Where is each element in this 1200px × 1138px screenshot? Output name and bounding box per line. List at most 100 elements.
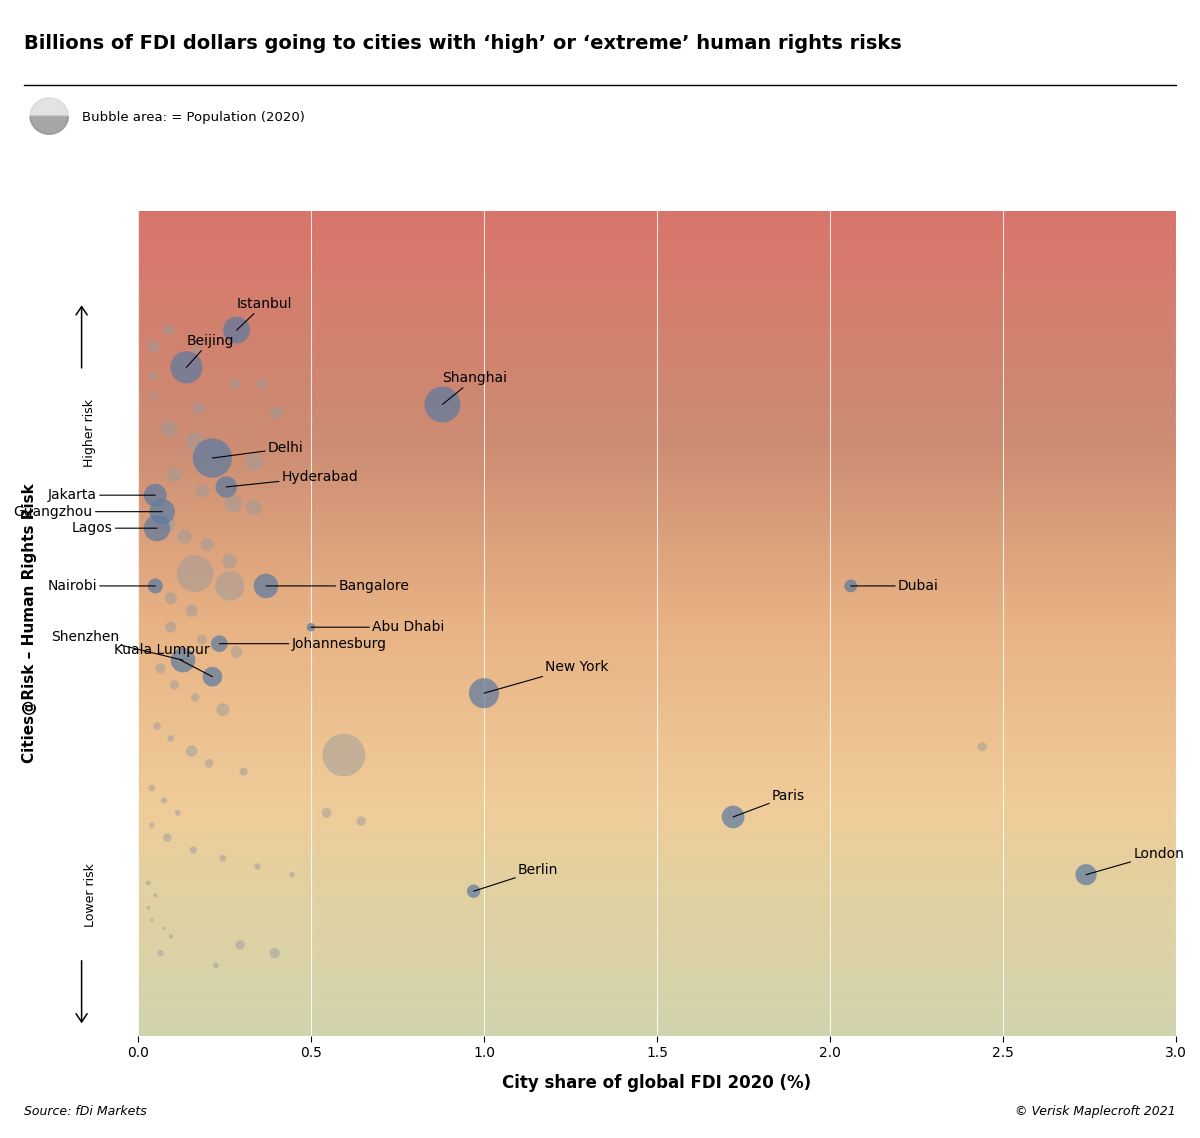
Point — [160, 420, 179, 438]
Point — [335, 747, 354, 765]
Point — [217, 478, 236, 496]
Point — [182, 602, 202, 620]
Point — [143, 910, 162, 929]
Point — [223, 494, 242, 512]
Point — [155, 920, 174, 938]
Point — [161, 618, 180, 636]
Point — [148, 717, 167, 735]
Point — [841, 577, 860, 595]
Text: Shanghai: Shanghai — [443, 371, 508, 404]
Point — [206, 956, 226, 974]
Point — [433, 395, 452, 413]
Point — [352, 813, 371, 831]
Point — [186, 688, 205, 707]
Point — [226, 374, 245, 393]
Text: Bubble area: = Population (2020): Bubble area: = Population (2020) — [82, 110, 305, 124]
Point — [253, 374, 272, 393]
Text: Paris: Paris — [733, 789, 805, 817]
Point — [266, 404, 286, 422]
Point — [176, 358, 196, 377]
X-axis label: City share of global FDI 2020 (%): City share of global FDI 2020 (%) — [503, 1074, 811, 1091]
Point — [265, 945, 284, 963]
Point — [158, 516, 178, 534]
Text: Beijing: Beijing — [186, 333, 234, 368]
Text: Billions of FDI dollars going to cities with ‘high’ or ‘extreme’ human rights ri: Billions of FDI dollars going to cities … — [24, 34, 901, 53]
Point — [198, 536, 217, 554]
Text: Source: fDi Markets: Source: fDi Markets — [24, 1105, 146, 1118]
Text: New York: New York — [484, 660, 608, 693]
Point — [144, 387, 163, 405]
Text: © Verisk Maplecroft 2021: © Verisk Maplecroft 2021 — [1015, 1105, 1176, 1118]
Point — [214, 849, 233, 867]
Point — [186, 564, 205, 583]
Text: Lagos: Lagos — [72, 521, 157, 535]
Text: Dubai: Dubai — [851, 579, 938, 593]
Point — [145, 577, 164, 595]
Point — [160, 321, 179, 339]
Point — [173, 651, 192, 669]
Text: Higher risk: Higher risk — [84, 399, 96, 468]
Point — [139, 874, 158, 892]
Point — [143, 778, 162, 797]
Text: Nairobi: Nairobi — [47, 579, 155, 593]
Point — [464, 882, 484, 900]
Point — [257, 577, 276, 595]
Point — [199, 754, 218, 773]
Point — [227, 643, 246, 661]
Point — [220, 577, 239, 595]
Point — [161, 927, 180, 946]
Point — [186, 432, 205, 451]
Point — [192, 483, 211, 501]
Point — [210, 635, 229, 653]
Point — [234, 762, 253, 781]
Point — [168, 803, 187, 822]
Point — [317, 803, 336, 822]
Wedge shape — [30, 116, 68, 134]
Text: Guangzhou: Guangzhou — [13, 504, 162, 519]
Text: Cities@Risk – Human Rights Risk: Cities@Risk – Human Rights Risk — [23, 484, 37, 762]
Point — [158, 828, 178, 847]
Text: Jakarta: Jakarta — [48, 488, 155, 502]
Point — [152, 503, 172, 521]
Point — [148, 519, 167, 537]
Point — [151, 659, 170, 677]
Point — [161, 729, 180, 748]
Point — [220, 552, 239, 570]
Point — [164, 676, 184, 694]
Text: Hyderabad: Hyderabad — [227, 470, 359, 487]
Point — [247, 857, 266, 875]
Point — [161, 589, 180, 608]
Point — [214, 701, 233, 719]
Point — [203, 668, 222, 686]
Point — [210, 445, 229, 463]
Point — [143, 816, 162, 834]
Point — [203, 450, 222, 468]
Point — [182, 742, 202, 760]
Point — [151, 945, 170, 963]
Point — [184, 841, 203, 859]
Text: Kuala Lumpur: Kuala Lumpur — [114, 643, 212, 677]
Point — [724, 808, 743, 826]
Point — [192, 630, 211, 649]
Text: Abu Dhabi: Abu Dhabi — [311, 620, 444, 634]
Point — [155, 791, 174, 809]
Point — [227, 321, 246, 339]
Wedge shape — [30, 98, 68, 116]
Text: Lower risk: Lower risk — [84, 864, 96, 927]
Point — [230, 935, 250, 954]
Point — [245, 453, 264, 471]
Point — [1076, 866, 1096, 884]
Point — [139, 899, 158, 917]
Point — [144, 366, 163, 385]
Text: London: London — [1086, 847, 1184, 875]
Text: Berlin: Berlin — [474, 864, 558, 891]
Point — [245, 498, 264, 517]
Point — [973, 737, 992, 756]
Point — [145, 486, 164, 504]
Point — [187, 341, 206, 360]
Point — [474, 684, 493, 702]
Point — [144, 338, 163, 356]
Text: Johannesburg: Johannesburg — [220, 636, 386, 651]
Text: Shenzhen: Shenzhen — [50, 629, 182, 660]
Point — [282, 866, 301, 884]
